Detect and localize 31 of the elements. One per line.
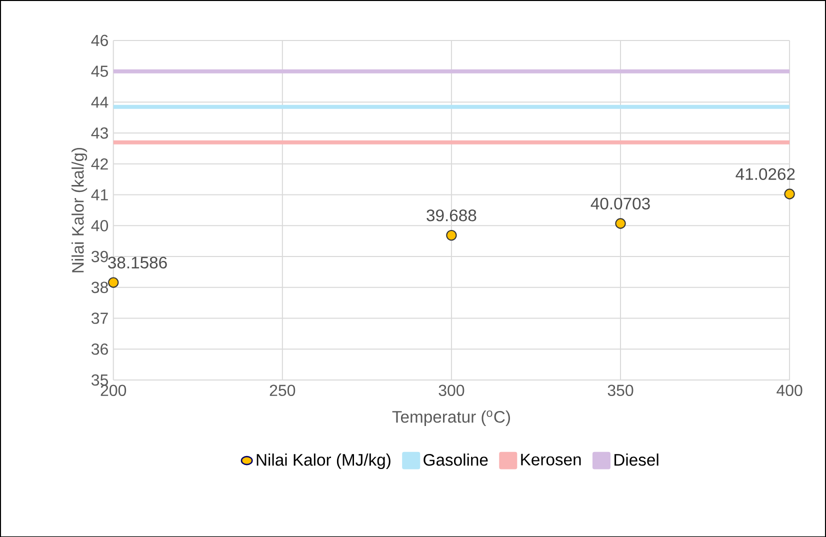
point [784, 188, 795, 200]
legend-label: Kerosen [521, 454, 581, 466]
x-tick-label: 350 [608, 384, 634, 396]
y-tick-label: 38 [91, 282, 108, 293]
y-tick-label: 37 [91, 312, 108, 324]
x-tick-label: 400 [776, 384, 802, 396]
point [108, 277, 119, 288]
point [615, 218, 626, 229]
y-tick-label: 45 [91, 66, 108, 77]
y-tick-label: 42 [91, 158, 108, 170]
y-tick-label: 36 [91, 343, 108, 355]
legend-label: Gasoline [424, 453, 488, 466]
y-tick-label: 35 [91, 374, 108, 386]
point [446, 230, 457, 240]
legend-label: Nilai Kalor (MJ/kg) [256, 453, 390, 469]
x-tick-label: 250 [270, 384, 296, 396]
y-tick-label: 44 [91, 96, 108, 108]
data-label: 38.1586 [108, 256, 167, 268]
x-tick-label: 200 [100, 384, 126, 396]
y-tick-label: 40 [91, 220, 108, 232]
data-label: 40.0703 [590, 198, 650, 210]
y-axis-title: Nilai Kalor (kal/g) [72, 148, 88, 272]
x-tick-label: 300 [438, 384, 464, 396]
data-label: 39.688 [426, 209, 476, 222]
y-tick-label: 43 [91, 127, 108, 139]
x-axis-title: Temperatur ($^{o}$C) [392, 410, 510, 426]
legend-label: Diesel [614, 453, 658, 466]
y-tick-label: 39 [91, 250, 108, 262]
y-tick-label: 46 [91, 34, 108, 46]
data-label: 41.0262 [736, 168, 795, 180]
y-tick-label: 41 [91, 189, 108, 200]
